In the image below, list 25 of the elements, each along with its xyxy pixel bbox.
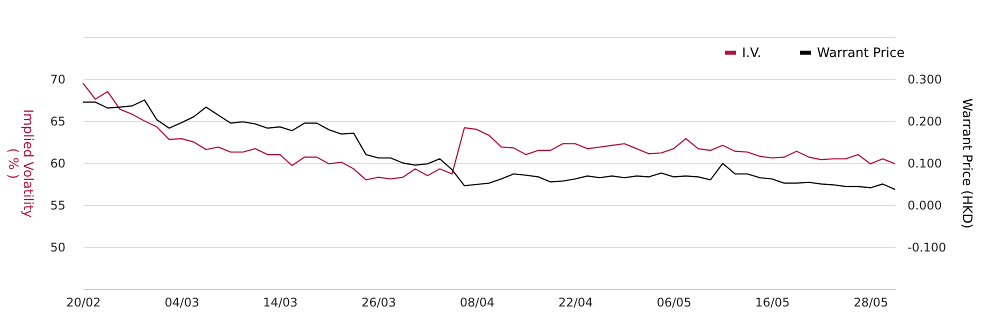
legend-label: Warrant Price: [817, 46, 905, 61]
y2-tick-label: 0.000: [908, 198, 942, 212]
x-tick-label: 28/05: [854, 296, 888, 310]
y-tick-label: 70: [50, 72, 66, 86]
x-tick-label: 20/02: [66, 296, 101, 310]
line-series: [82, 82, 896, 180]
y-axis-title: Implied Volatility ( % ): [5, 109, 36, 218]
y-tick-label: 60: [50, 156, 66, 170]
x-tick-label: 08/04: [460, 296, 494, 310]
y-tick-label: 50: [50, 240, 66, 254]
y2-tick-label: 0.100: [908, 156, 942, 170]
x-tick-label: 26/03: [361, 296, 396, 310]
x-tick-label: 16/05: [755, 296, 790, 310]
y-tick-label: 55: [50, 198, 66, 212]
y-tick-label: 65: [50, 114, 66, 128]
line-series: [82, 99, 896, 190]
y2-tick-label: -0.100: [908, 240, 946, 254]
x-tick-label: 04/03: [164, 296, 200, 310]
y2-tick-label: 0.200: [908, 114, 942, 128]
x-tick-label: 14/03: [263, 296, 298, 310]
y2-axis-title: Warrant Price (HKD): [959, 98, 974, 229]
y2-tick-label: 0.300: [908, 72, 942, 86]
x-tick-label: 22/04: [558, 296, 593, 310]
x-tick-label: 06/05: [656, 296, 692, 310]
legend-label: I.V.: [742, 46, 762, 61]
